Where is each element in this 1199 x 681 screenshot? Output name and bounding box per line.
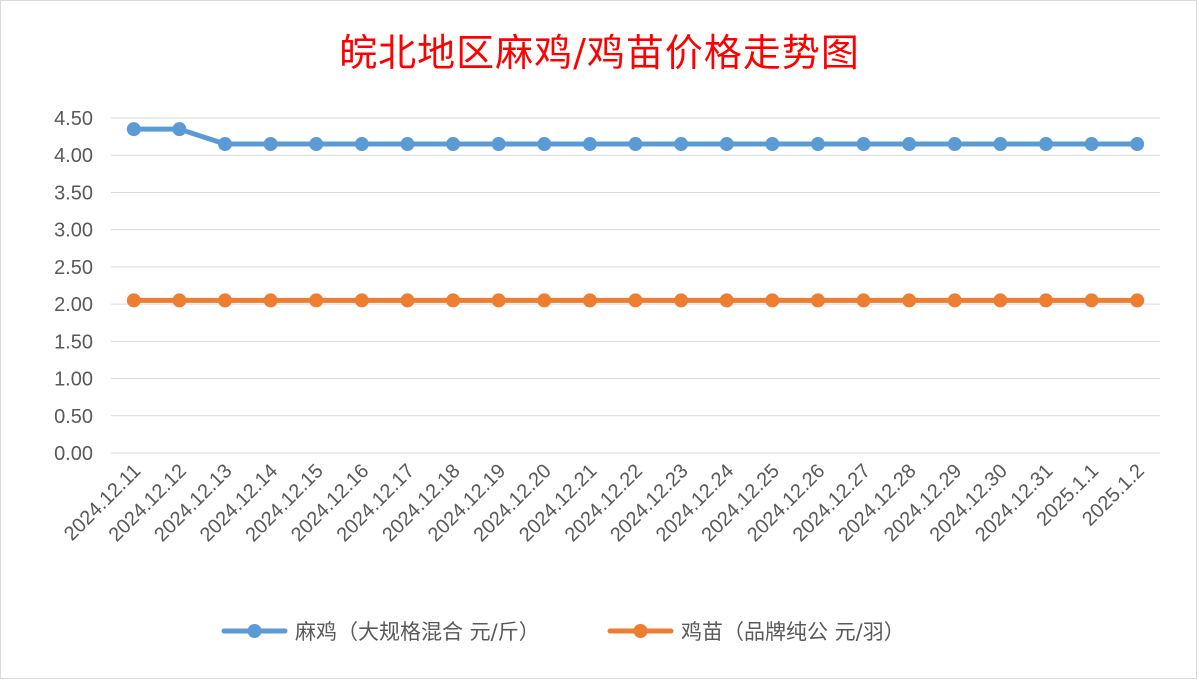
data-point — [902, 137, 917, 152]
data-point — [1130, 137, 1145, 152]
y-tick-label: 2.00 — [54, 294, 93, 316]
data-point — [263, 293, 278, 308]
data-point — [902, 293, 917, 308]
legend-label: 鸡苗（品牌纯公 元/羽） — [681, 620, 905, 644]
data-point — [446, 293, 461, 308]
data-point — [172, 293, 187, 308]
data-point — [400, 137, 415, 152]
data-point — [263, 137, 278, 152]
data-point — [993, 137, 1008, 152]
data-point — [491, 293, 506, 308]
data-point — [537, 293, 552, 308]
series-2 — [126, 293, 1145, 308]
data-point — [354, 293, 369, 308]
data-point — [1130, 293, 1145, 308]
data-point — [172, 122, 187, 137]
y-tick-label: 4.50 — [54, 108, 93, 130]
data-point — [218, 293, 233, 308]
series-1 — [126, 122, 1145, 152]
data-point — [126, 293, 141, 308]
y-axis-ticks: 0.00 0.50 1.00 1.50 2.00 2.50 3.00 3.50 4.00 4.50 — [54, 108, 93, 465]
data-point — [1038, 137, 1053, 152]
series-lines — [126, 122, 1145, 308]
y-tick-label: 2.50 — [54, 257, 93, 279]
y-tick-label: 3.50 — [54, 182, 93, 204]
legend-marker — [247, 624, 262, 638]
legend-marker — [633, 624, 648, 638]
legend-item: 鸡苗（品牌纯公 元/羽） — [607, 620, 905, 644]
legend: 麻鸡（大规格混合 元/斤） 鸡苗（品牌纯公 元/羽） — [221, 620, 905, 644]
legend-item: 麻鸡（大规格混合 元/斤） — [221, 620, 540, 644]
data-point — [674, 293, 689, 308]
data-point — [582, 137, 597, 152]
legend-label: 麻鸡（大规格混合 元/斤） — [295, 620, 540, 644]
gridlines — [111, 117, 1160, 454]
data-point — [491, 137, 506, 152]
data-point — [765, 137, 780, 152]
data-point — [674, 137, 689, 152]
data-point — [947, 293, 962, 308]
data-point — [856, 137, 871, 152]
data-point — [628, 293, 643, 308]
data-point — [354, 137, 369, 152]
data-point — [1038, 293, 1053, 308]
data-point — [947, 137, 962, 152]
data-point — [719, 293, 734, 308]
data-point — [810, 137, 825, 152]
y-tick-label: 0.50 — [54, 406, 93, 428]
data-point — [537, 137, 552, 152]
data-point — [628, 137, 643, 152]
data-point — [446, 137, 461, 152]
y-tick-label: 4.00 — [54, 145, 93, 167]
y-tick-label: 3.00 — [54, 220, 93, 242]
x-axis-ticks: 2024.12.112024.12.122024.12.132024.12.14… — [60, 460, 1149, 546]
data-point — [765, 293, 780, 308]
data-point — [993, 293, 1008, 308]
data-point — [309, 137, 324, 152]
data-point — [1084, 293, 1099, 308]
data-point — [582, 293, 597, 308]
data-point — [218, 137, 233, 152]
data-point — [1084, 137, 1099, 152]
data-point — [856, 293, 871, 308]
y-tick-label: 1.50 — [54, 331, 93, 353]
data-point — [719, 137, 734, 152]
y-tick-label: 0.00 — [54, 443, 93, 465]
y-tick-label: 1.00 — [54, 369, 93, 391]
chart-title: 皖北地区麻鸡/鸡苗价格走势图 — [339, 31, 860, 75]
data-point — [400, 293, 415, 308]
data-point — [309, 293, 324, 308]
data-point — [810, 293, 825, 308]
data-point — [126, 122, 141, 137]
